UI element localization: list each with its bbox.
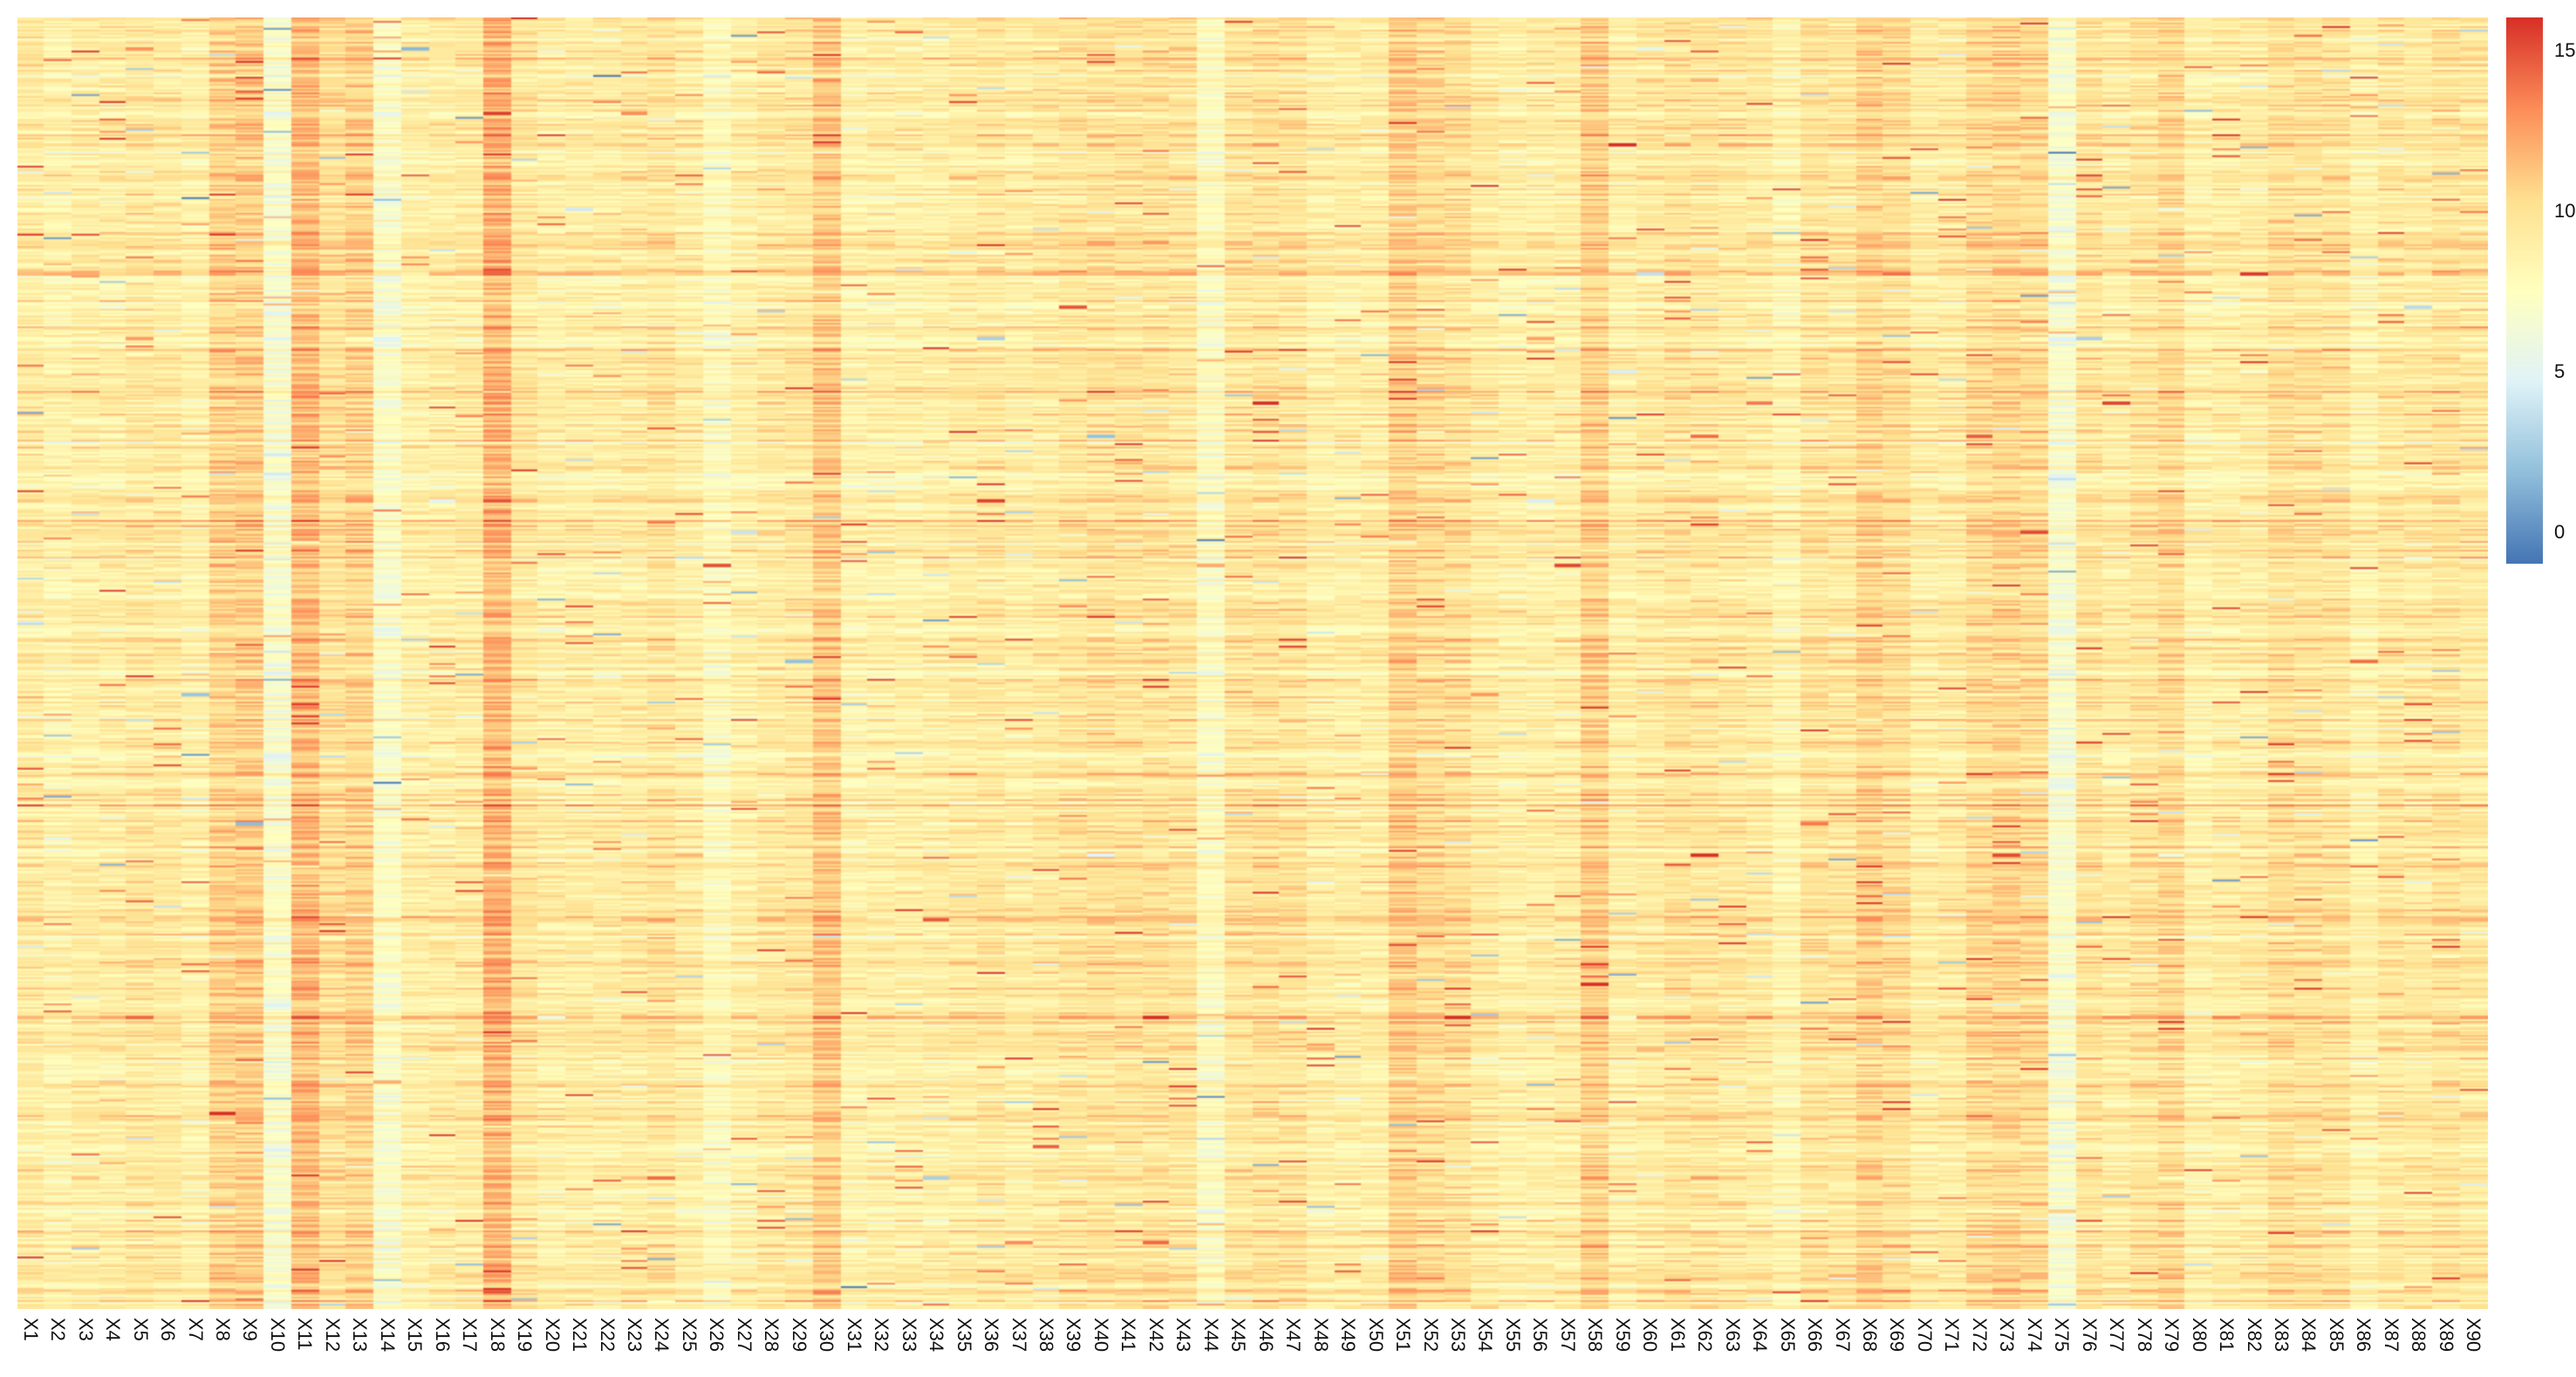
column-label-x68: X68 — [1859, 1318, 1881, 1353]
column-label-x75: X75 — [2051, 1318, 2074, 1353]
column-label-x45: X45 — [1227, 1318, 1250, 1353]
column-label-x46: X46 — [1254, 1318, 1277, 1353]
column-label-x77: X77 — [2106, 1318, 2128, 1353]
column-label-x26: X26 — [706, 1318, 728, 1353]
column-label-x81: X81 — [2216, 1318, 2238, 1353]
column-label-x11: X11 — [294, 1318, 317, 1351]
column-label-x87: X87 — [2380, 1318, 2402, 1353]
column-label-x52: X52 — [1419, 1318, 1442, 1353]
column-label-x55: X55 — [1501, 1318, 1524, 1353]
column-label-x90: X90 — [2463, 1318, 2485, 1353]
column-label-x65: X65 — [1776, 1318, 1799, 1353]
column-label-x83: X83 — [2271, 1318, 2292, 1353]
column-label-x33: X33 — [898, 1318, 920, 1353]
column-label-x22: X22 — [596, 1318, 618, 1353]
legend-tick-5: 5 — [2554, 360, 2566, 383]
column-label-x84: X84 — [2298, 1318, 2320, 1353]
column-label-x66: X66 — [1804, 1318, 1827, 1353]
column-label-x44: X44 — [1199, 1318, 1222, 1353]
heatmap-cells — [17, 17, 2488, 1309]
column-label-x86: X86 — [2353, 1318, 2375, 1353]
column-label-x24: X24 — [651, 1318, 673, 1353]
column-label-x31: X31 — [843, 1318, 865, 1353]
column-label-x10: X10 — [266, 1318, 289, 1353]
column-label-x28: X28 — [761, 1318, 783, 1353]
column-label-x1: X1 — [19, 1318, 42, 1341]
column-label-x59: X59 — [1611, 1318, 1634, 1353]
column-label-x58: X58 — [1584, 1318, 1607, 1353]
column-label-x67: X67 — [1831, 1318, 1854, 1353]
column-label-x61: X61 — [1666, 1318, 1689, 1353]
column-label-x56: X56 — [1529, 1318, 1552, 1353]
column-label-x88: X88 — [2408, 1318, 2430, 1353]
column-label-x71: X71 — [1941, 1318, 1964, 1353]
legend-tick-0: 0 — [2554, 521, 2566, 544]
column-label-x82: X82 — [2243, 1318, 2265, 1353]
column-label-x19: X19 — [514, 1318, 536, 1353]
column-label-x70: X70 — [1913, 1318, 1936, 1353]
column-label-x53: X53 — [1447, 1318, 1469, 1353]
column-label-x17: X17 — [459, 1318, 482, 1353]
column-label-x80: X80 — [2188, 1318, 2210, 1353]
column-label-x74: X74 — [2023, 1318, 2046, 1353]
column-label-x5: X5 — [129, 1318, 152, 1341]
column-label-x69: X69 — [1886, 1318, 1909, 1353]
column-label-x72: X72 — [1968, 1318, 1991, 1353]
column-label-x51: X51 — [1392, 1318, 1415, 1353]
column-label-x63: X63 — [1721, 1318, 1744, 1353]
column-label-x38: X38 — [1035, 1318, 1057, 1353]
column-label-x2: X2 — [47, 1318, 70, 1341]
column-label-x27: X27 — [733, 1318, 755, 1353]
column-label-x57: X57 — [1556, 1318, 1579, 1353]
column-label-x13: X13 — [349, 1318, 372, 1353]
column-label-x54: X54 — [1474, 1318, 1497, 1353]
column-label-x89: X89 — [2435, 1318, 2457, 1353]
column-label-x64: X64 — [1749, 1318, 1772, 1353]
column-label-x8: X8 — [212, 1318, 234, 1341]
column-label-x25: X25 — [678, 1318, 700, 1353]
column-label-x49: X49 — [1337, 1318, 1360, 1353]
column-label-x4: X4 — [102, 1318, 125, 1341]
column-label-x37: X37 — [1008, 1318, 1030, 1353]
column-label-x23: X23 — [624, 1318, 646, 1353]
color-legend-bar — [2506, 17, 2543, 564]
column-label-x60: X60 — [1639, 1318, 1662, 1353]
column-label-x30: X30 — [816, 1318, 838, 1353]
column-label-x76: X76 — [2078, 1318, 2101, 1353]
column-label-x47: X47 — [1282, 1318, 1305, 1353]
column-label-x12: X12 — [321, 1318, 344, 1353]
column-label-x50: X50 — [1364, 1318, 1387, 1353]
column-label-x34: X34 — [926, 1318, 948, 1353]
legend-tick-15: 15 — [2554, 38, 2576, 61]
column-label-x40: X40 — [1090, 1318, 1112, 1353]
column-label-x42: X42 — [1145, 1318, 1167, 1353]
column-label-x20: X20 — [541, 1318, 564, 1353]
column-label-x16: X16 — [431, 1318, 454, 1353]
column-label-x36: X36 — [981, 1318, 1003, 1353]
column-label-x15: X15 — [404, 1318, 427, 1353]
column-label-x14: X14 — [376, 1318, 399, 1353]
column-label-x6: X6 — [157, 1318, 180, 1341]
column-label-x78: X78 — [2133, 1318, 2156, 1353]
column-label-x43: X43 — [1172, 1318, 1195, 1353]
column-label-x79: X79 — [2161, 1318, 2183, 1353]
legend-tick-10: 10 — [2554, 199, 2576, 222]
column-label-x41: X41 — [1117, 1318, 1140, 1353]
column-label-x39: X39 — [1063, 1318, 1085, 1353]
column-label-x21: X21 — [569, 1318, 591, 1353]
column-label-x85: X85 — [2325, 1318, 2347, 1353]
column-label-x29: X29 — [788, 1318, 810, 1353]
column-label-x62: X62 — [1694, 1318, 1717, 1353]
column-label-x73: X73 — [1996, 1318, 2019, 1353]
column-label-x18: X18 — [486, 1318, 509, 1353]
column-label-x3: X3 — [74, 1318, 97, 1341]
column-label-x7: X7 — [184, 1318, 207, 1341]
column-label-x35: X35 — [953, 1318, 975, 1353]
column-label-x32: X32 — [871, 1318, 893, 1353]
column-label-x48: X48 — [1309, 1318, 1332, 1353]
column-label-x9: X9 — [239, 1318, 262, 1341]
